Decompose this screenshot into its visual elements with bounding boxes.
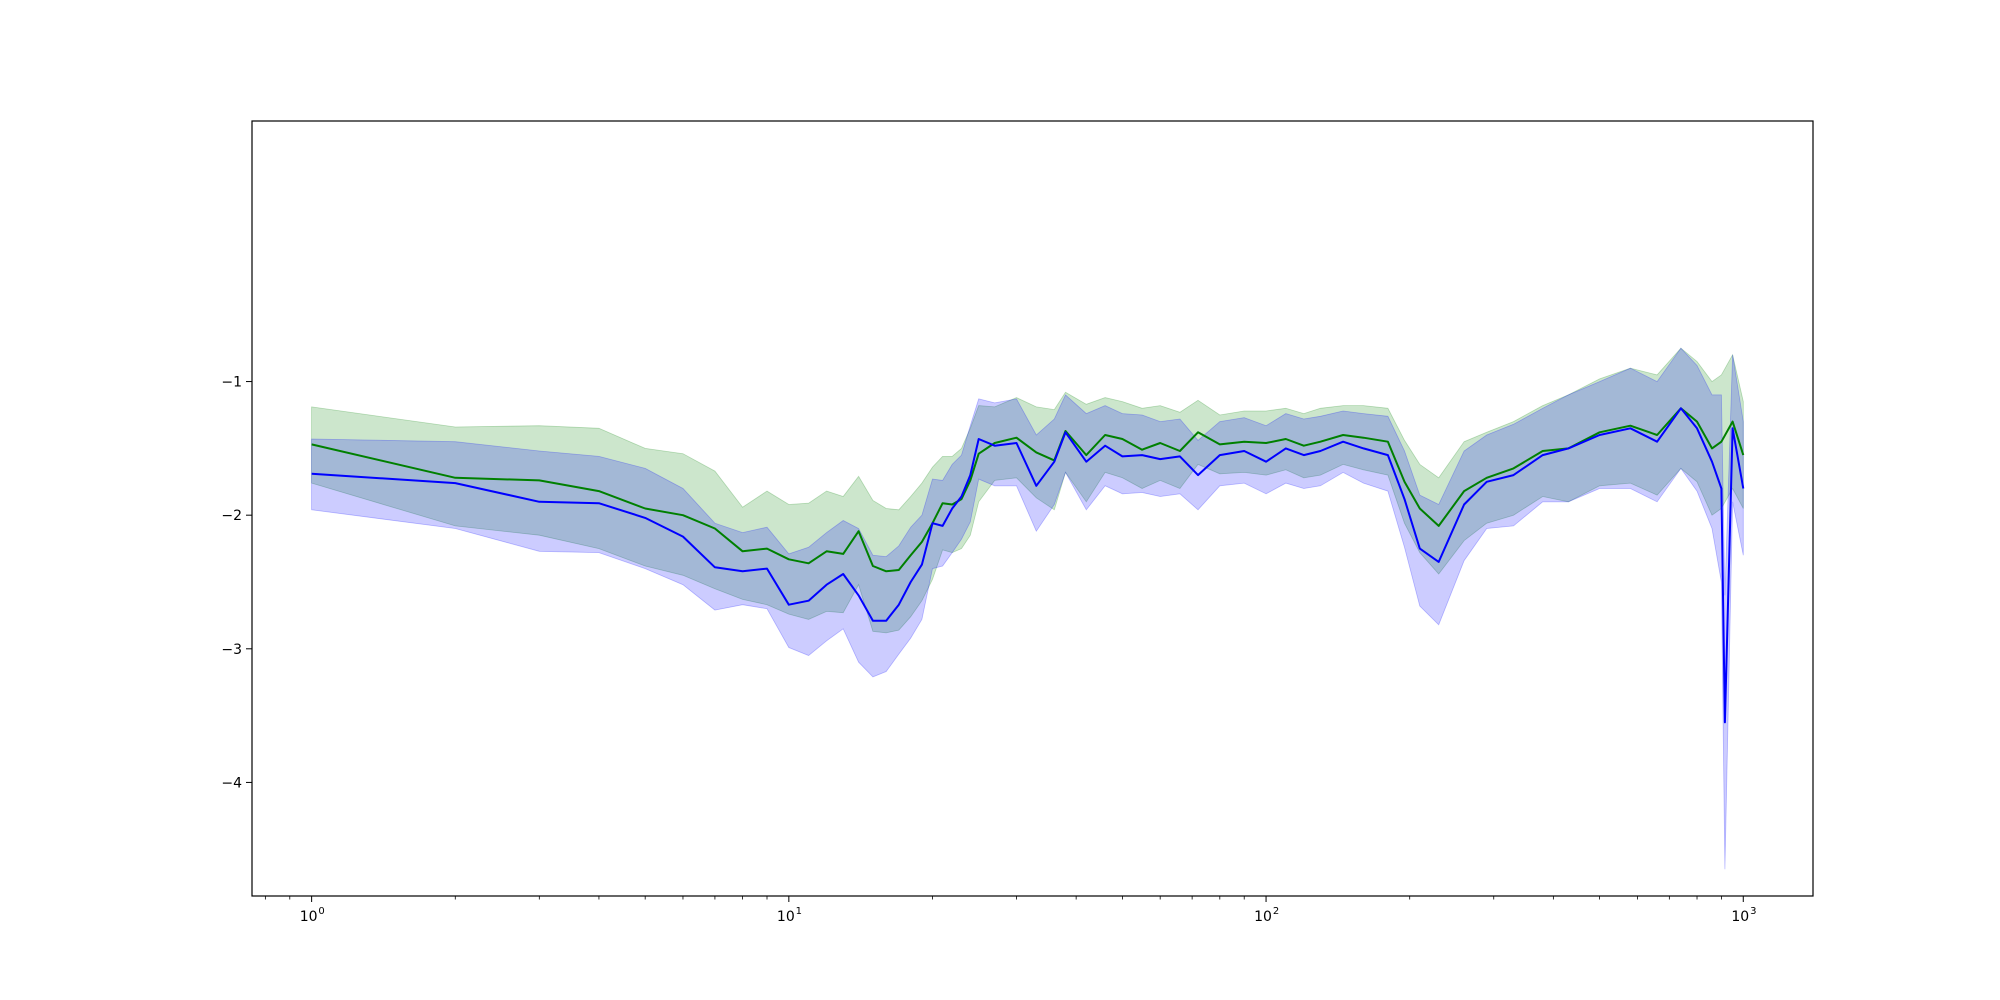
x-tick-exponent: 2 [1273, 906, 1279, 917]
y-tick-label: −4 [221, 775, 242, 791]
x-tick-label: 10 [1254, 909, 1272, 925]
x-tick-label: 10 [777, 909, 795, 925]
series-lines [311, 407, 1745, 724]
x-axis: 10 0 10 1 10 2 10 3 [264, 896, 1756, 925]
y-tick-label: −3 [221, 642, 242, 658]
y-axis: −1 −2 −3 −4 [221, 375, 252, 791]
series-0-band [311, 347, 1744, 634]
plot-frame [251, 120, 1814, 897]
y-tick-label: −2 [221, 508, 242, 524]
x-tick-label: 10 [300, 909, 318, 925]
y-tick-label: −1 [221, 375, 242, 391]
x-tick-exponent: 3 [1750, 906, 1756, 917]
x-tick-exponent: 0 [318, 906, 324, 917]
x-tick-exponent: 1 [796, 906, 802, 917]
series-0-line [311, 407, 1745, 573]
series-1-band [311, 347, 1744, 870]
confidence-bands [311, 347, 1744, 870]
x-tick-label: 10 [1731, 909, 1749, 925]
series-1-line [311, 407, 1745, 724]
